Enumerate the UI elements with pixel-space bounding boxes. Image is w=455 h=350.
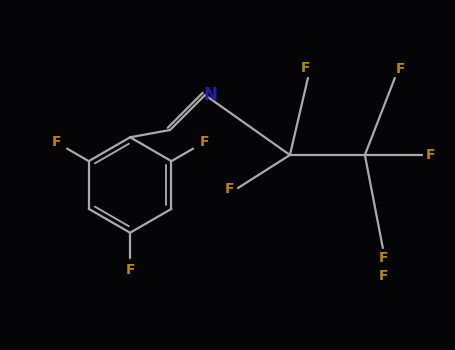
Text: F: F — [379, 251, 389, 265]
Text: F: F — [301, 61, 310, 75]
Text: F: F — [379, 269, 389, 283]
Text: F: F — [426, 148, 435, 162]
Text: F: F — [395, 62, 405, 76]
Text: F: F — [125, 264, 135, 278]
Text: N: N — [203, 86, 217, 104]
Text: F: F — [51, 135, 61, 149]
Text: F: F — [225, 182, 235, 196]
Text: F: F — [199, 135, 209, 149]
